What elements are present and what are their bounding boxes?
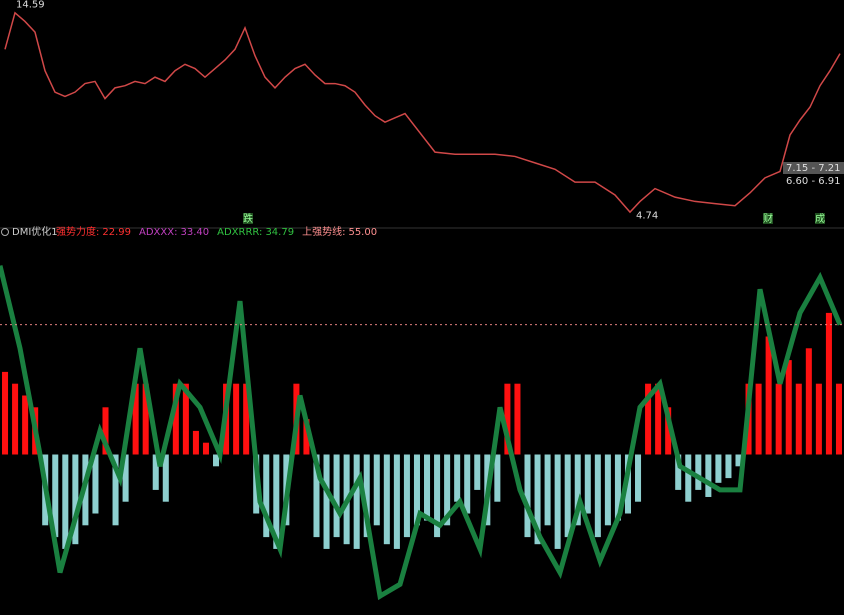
histogram-bar	[2, 371, 9, 455]
histogram-bar	[655, 383, 662, 455]
histogram-bar	[92, 454, 99, 514]
histogram-bar	[474, 454, 481, 490]
histogram-bar	[383, 454, 390, 545]
histogram-bar	[233, 383, 240, 455]
histogram-bar	[273, 454, 280, 549]
histogram-bar	[353, 454, 360, 549]
histogram-bar	[333, 454, 340, 538]
histogram-bar	[263, 454, 270, 538]
histogram-bar	[464, 454, 471, 514]
event-marker: 跌	[243, 212, 253, 225]
histogram-bar	[604, 454, 611, 526]
histogram-bar	[112, 454, 119, 526]
histogram-bar	[313, 454, 320, 538]
histogram-bar	[72, 454, 79, 545]
histogram-bar	[413, 454, 420, 526]
histogram-bar	[504, 383, 511, 455]
histogram-bar	[514, 383, 521, 455]
histogram-bar	[323, 454, 330, 549]
histogram-bar	[192, 430, 199, 455]
histogram-bar	[645, 383, 652, 455]
histogram-bar	[122, 454, 129, 502]
histogram-bar	[424, 454, 431, 521]
histogram-bar	[182, 383, 189, 455]
legend-value: 33.40	[180, 227, 209, 238]
histogram-bar	[494, 454, 501, 502]
legend-name: 上强势线:	[302, 225, 345, 238]
event-marker: 财	[763, 212, 773, 225]
histogram-bar	[213, 454, 220, 467]
histogram-bar	[152, 454, 159, 490]
histogram-bar	[534, 454, 541, 545]
legend-value: 34.79	[265, 227, 294, 238]
histogram-bar	[403, 454, 410, 538]
histogram-bar	[162, 454, 169, 502]
event-marker: 成	[815, 213, 825, 225]
indicator-title: DMI优化1	[12, 225, 58, 238]
histogram-bar	[725, 454, 732, 479]
histogram-bar	[544, 454, 551, 526]
histogram-bar	[795, 383, 802, 455]
histogram-bar	[695, 454, 702, 490]
legend-name: ADXRRR:	[217, 227, 262, 238]
histogram-bar	[805, 348, 812, 455]
event-marker-box	[763, 213, 773, 224]
histogram-bar	[132, 383, 139, 455]
histogram-bar	[524, 454, 531, 538]
price-box-label: 7.15 - 7.21	[786, 163, 841, 174]
event-marker-box	[815, 213, 825, 224]
histogram-bar	[835, 383, 842, 455]
price-box	[783, 175, 844, 187]
histogram-bar	[675, 454, 682, 490]
legend-value: 22.99	[102, 227, 131, 238]
histogram-bar	[363, 454, 370, 538]
histogram-bar	[52, 454, 59, 538]
histogram-bar	[434, 454, 441, 538]
price-line	[4, 11, 841, 214]
histogram-bar	[62, 454, 69, 549]
histogram-bar	[373, 454, 380, 526]
histogram-bar	[755, 383, 762, 455]
histogram-bar	[665, 407, 672, 455]
histogram-bar	[454, 454, 461, 502]
histogram-bar	[243, 383, 250, 455]
histogram-bar	[172, 383, 179, 455]
price-box-label: 6.60 - 6.91	[786, 176, 841, 187]
histogram-bar	[825, 312, 832, 455]
histogram-bar	[564, 454, 571, 538]
price-box	[783, 162, 844, 174]
legend-value: 55.00	[348, 227, 377, 238]
indicator-line	[0, 265, 843, 601]
histogram-bar	[815, 383, 822, 455]
event-marker-box	[243, 213, 253, 224]
histogram-bar	[635, 454, 642, 502]
histogram-bar	[393, 454, 400, 549]
histogram-bar	[142, 383, 149, 455]
settings-icon[interactable]	[1, 228, 9, 236]
histogram-bar	[554, 454, 561, 549]
histogram-bar	[574, 454, 581, 526]
price-annotation: 4.74	[636, 211, 658, 222]
histogram-bar	[22, 395, 29, 455]
histogram-bar	[685, 454, 692, 502]
histogram-bar	[715, 454, 722, 483]
histogram-bar	[705, 454, 712, 497]
histogram-bar	[584, 454, 591, 514]
histogram-bar	[775, 383, 782, 455]
histogram-bar	[202, 442, 209, 455]
histogram-bar	[12, 383, 19, 455]
price-annotation: 14.59	[16, 0, 45, 11]
histogram-bar	[594, 454, 601, 538]
histogram-bar	[102, 407, 109, 455]
histogram-bar	[303, 419, 310, 455]
legend-name: 强势力度:	[56, 225, 99, 238]
histogram-bar	[785, 360, 792, 455]
histogram-bar	[765, 336, 772, 455]
legend-name: ADXXX:	[139, 227, 177, 238]
histogram-bar	[444, 454, 451, 526]
histogram-bar	[735, 454, 742, 467]
histogram-bar	[614, 454, 621, 521]
